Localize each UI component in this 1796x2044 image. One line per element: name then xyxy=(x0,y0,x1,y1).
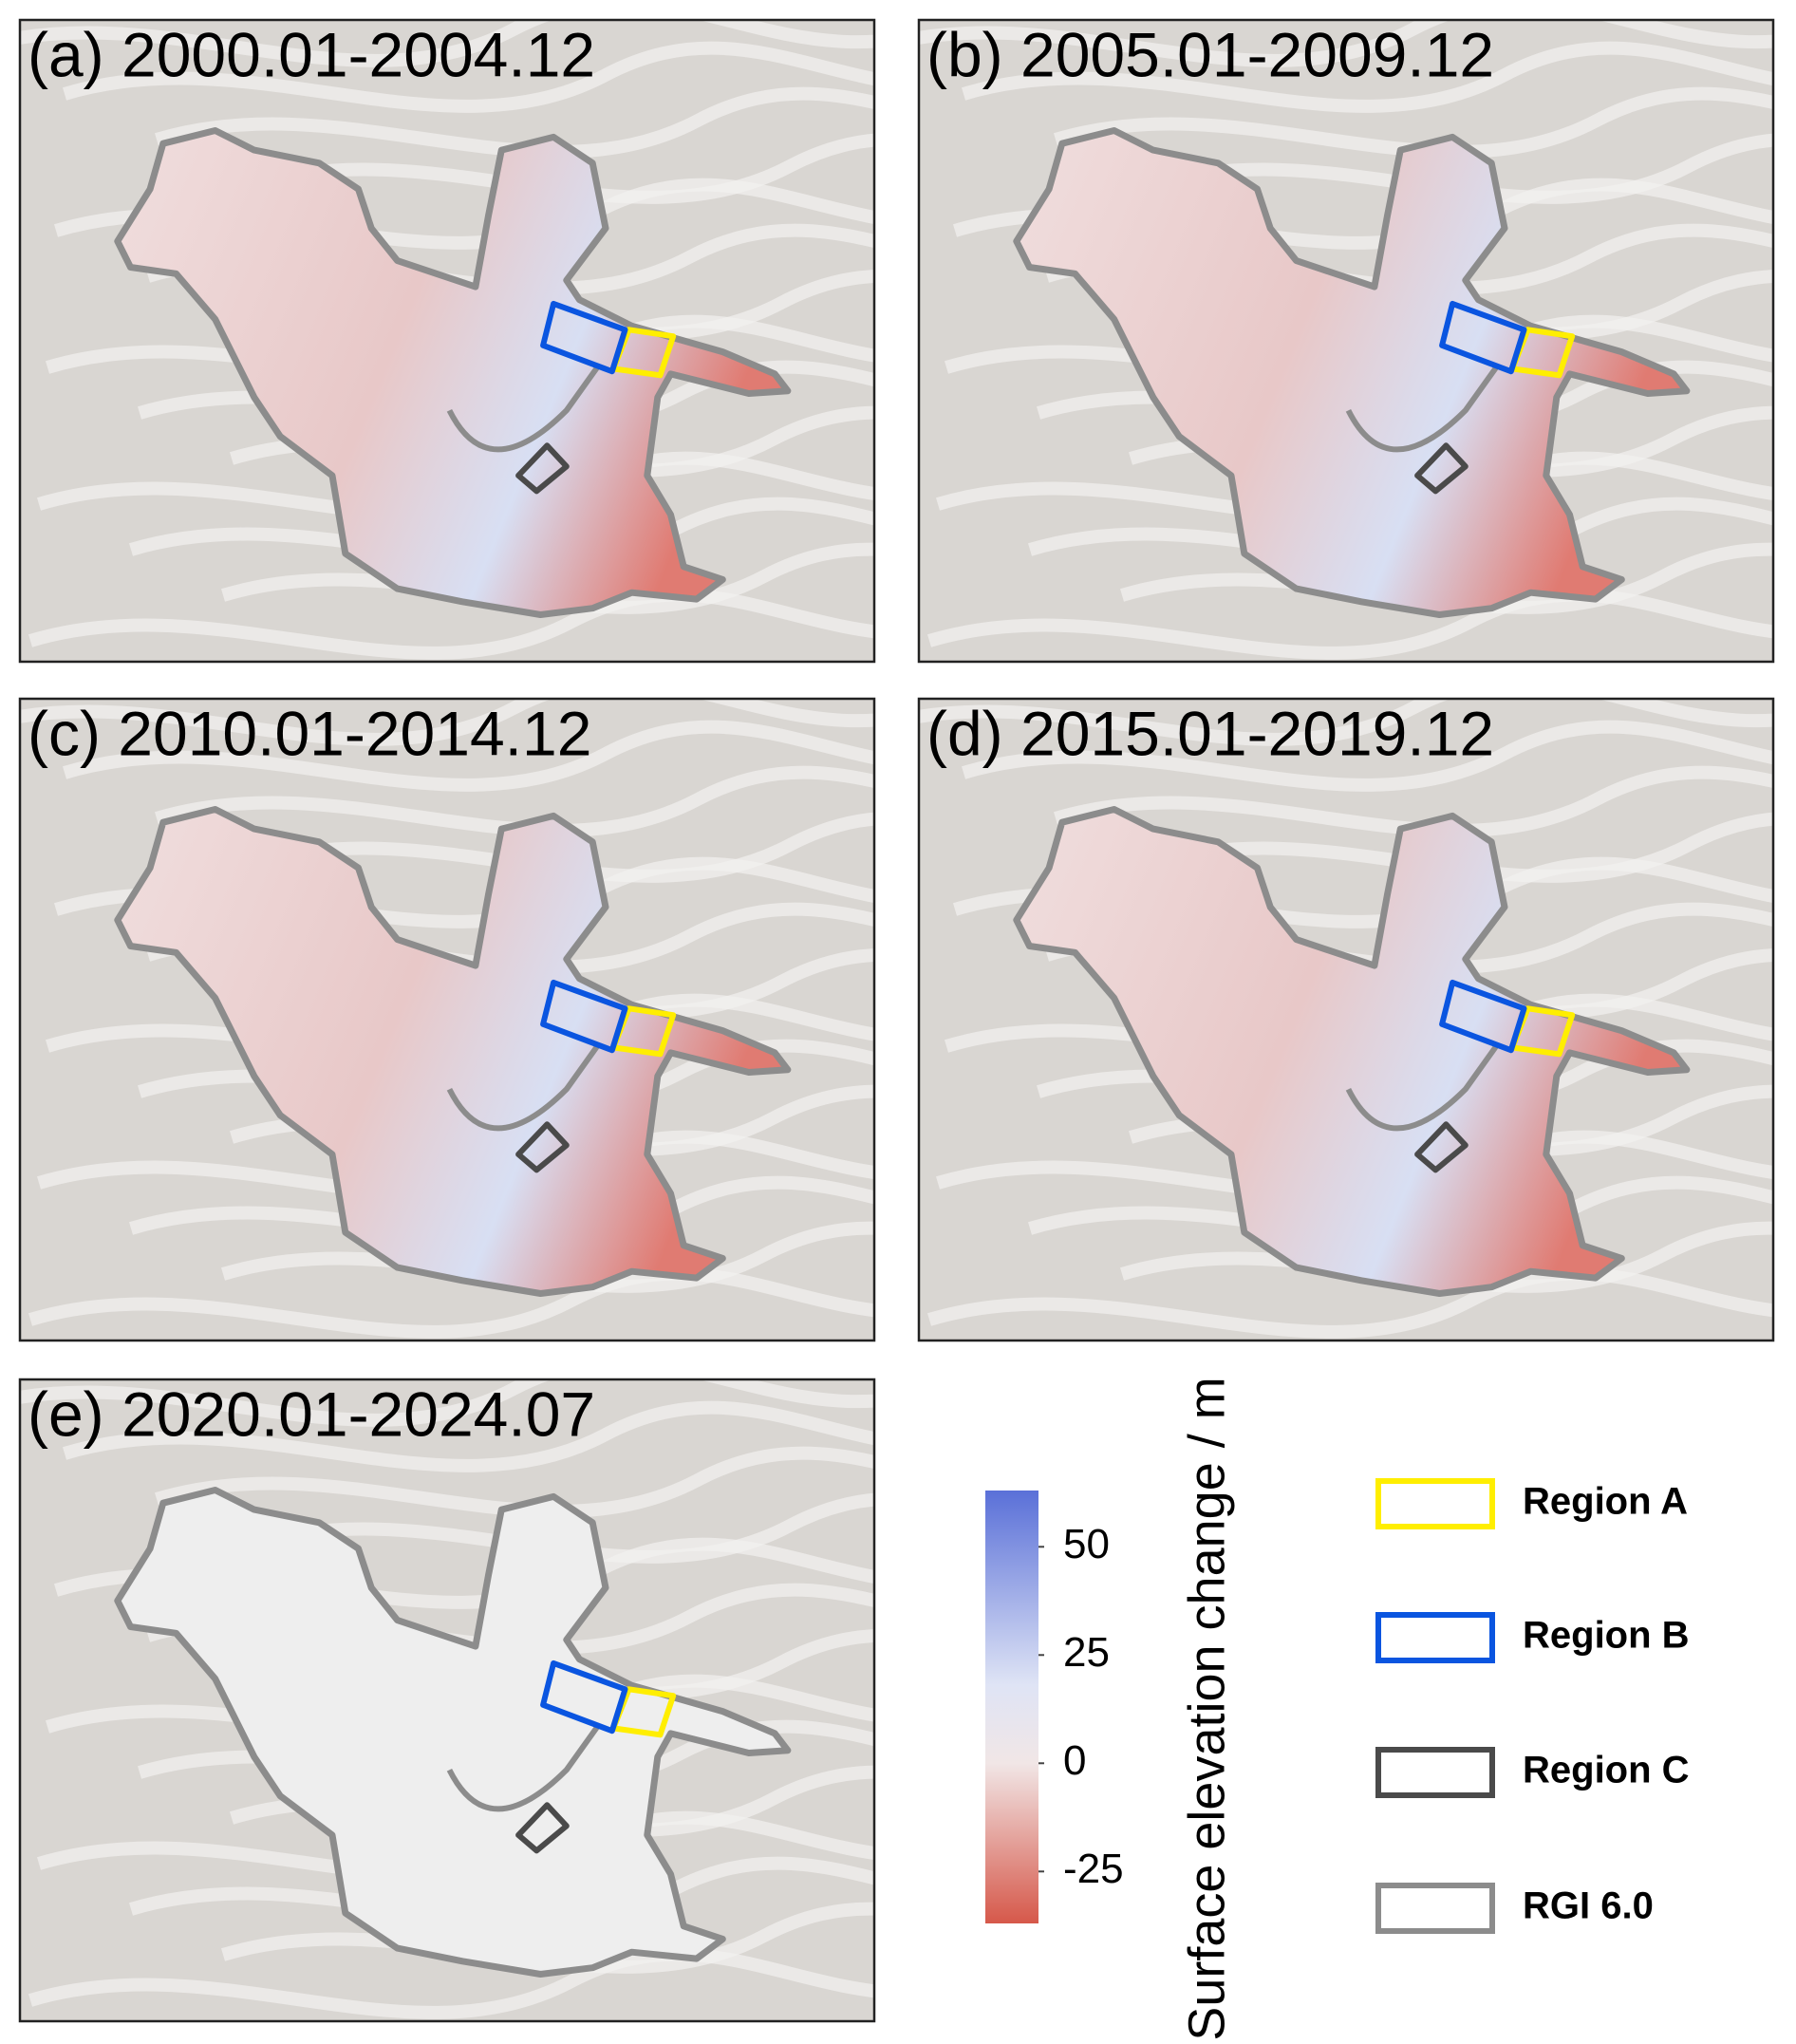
legend-label: Region C xyxy=(1523,1750,1690,1791)
colorbar-tick-label: 50 xyxy=(1063,1521,1110,1567)
colorbar-title: Surface elevation change / m xyxy=(1178,1377,1235,2040)
map-content xyxy=(919,699,1773,1341)
map-content xyxy=(20,1379,874,2021)
hillshade-ridge xyxy=(62,1400,874,1472)
hillshade-ridge xyxy=(154,86,874,159)
hillshade-ridge xyxy=(1145,133,1773,204)
hillshade-ridge xyxy=(28,1266,874,1339)
colorbar-tick-label: 0 xyxy=(1063,1737,1086,1784)
map-content xyxy=(20,20,874,662)
region-outline xyxy=(515,1802,570,1854)
glacier-tributary xyxy=(446,363,602,453)
glacier-surface xyxy=(114,806,792,1297)
map-panel: (d) 2015.01-2019.12 xyxy=(917,697,1775,1342)
glacier-surface xyxy=(1013,127,1691,618)
hillshade-ridge xyxy=(246,1492,874,1564)
region-outline xyxy=(1439,979,1527,1054)
region-outline xyxy=(515,1121,570,1173)
region-outline xyxy=(1414,442,1469,495)
panel-frame xyxy=(18,18,876,664)
hillshade-ridge xyxy=(961,720,1773,792)
region-outline xyxy=(540,979,628,1054)
hillshade-ridge xyxy=(28,588,874,660)
panel-label: (e) 2020.01-2024.07 xyxy=(28,1378,595,1449)
legend-swatch xyxy=(1375,1478,1495,1529)
region-outline xyxy=(540,300,628,375)
panel-label: (c) 2010.01-2014.12 xyxy=(28,698,591,768)
hillshade-ridge xyxy=(926,1266,1773,1339)
panel-label: (a) 2000.01-2004.12 xyxy=(28,19,595,89)
hillshade-ridge xyxy=(154,765,874,837)
hillshade-ridge xyxy=(20,699,874,746)
hillshade-ridge xyxy=(154,1446,874,1518)
hillshade-ridge xyxy=(926,588,1773,660)
legend-label: Region A xyxy=(1523,1481,1688,1523)
legend-label: RGI 6.0 xyxy=(1523,1885,1654,1927)
glacier-surface xyxy=(114,1487,792,1978)
region-outline xyxy=(1414,1121,1469,1173)
map-content xyxy=(20,699,874,1341)
map-panel: (c) 2010.01-2014.12 xyxy=(18,697,876,1342)
glacier-tributary xyxy=(446,1722,602,1812)
panel-label: (d) 2015.01-2019.12 xyxy=(926,698,1494,768)
legend-swatch xyxy=(1375,1747,1495,1798)
hillshade-ridge xyxy=(919,699,1773,746)
glacier-surface xyxy=(114,127,792,618)
panel-frame xyxy=(917,18,1775,664)
panel-frame xyxy=(18,697,876,1342)
region-outline xyxy=(515,442,570,495)
hillshade-ridge xyxy=(62,41,874,113)
glacier-tributary xyxy=(446,1041,602,1132)
hillshade-ridge xyxy=(20,20,874,67)
hillshade-ridge xyxy=(1145,812,1773,883)
colorbar-tick-label: -25 xyxy=(1063,1846,1124,1892)
hillshade-ridge xyxy=(62,720,874,792)
panel-frame xyxy=(917,697,1775,1342)
legend-swatch xyxy=(1375,1612,1495,1663)
region-outline xyxy=(1439,300,1527,375)
map-panel: (a) 2000.01-2004.12 xyxy=(18,18,876,664)
hillshade-ridge xyxy=(246,812,874,883)
panel-label: (b) 2005.01-2009.12 xyxy=(926,19,1494,89)
map-content xyxy=(919,20,1773,662)
region-outline xyxy=(540,1660,628,1735)
hillshade-ridge xyxy=(1053,765,1773,837)
hillshade-ridge xyxy=(28,1947,874,2019)
panel-frame xyxy=(18,1378,876,2023)
glacier-tributary xyxy=(1345,1041,1501,1132)
colorbar-tick-label: 25 xyxy=(1063,1629,1110,1676)
hillshade-ridge xyxy=(1053,86,1773,159)
map-panel: (b) 2005.01-2009.12 xyxy=(917,18,1775,664)
hillshade-ridge xyxy=(20,1379,874,1427)
hillshade-ridge xyxy=(961,41,1773,113)
legend-label: Region B xyxy=(1523,1615,1690,1657)
hillshade-ridge xyxy=(919,20,1773,67)
glacier-tributary xyxy=(1345,363,1501,453)
hillshade-ridge xyxy=(246,133,874,204)
legend-swatch xyxy=(1375,1883,1495,1934)
colorbar xyxy=(985,1491,1038,1923)
glacier-surface xyxy=(1013,806,1691,1297)
map-panel: (e) 2020.01-2024.07 xyxy=(18,1378,876,2023)
